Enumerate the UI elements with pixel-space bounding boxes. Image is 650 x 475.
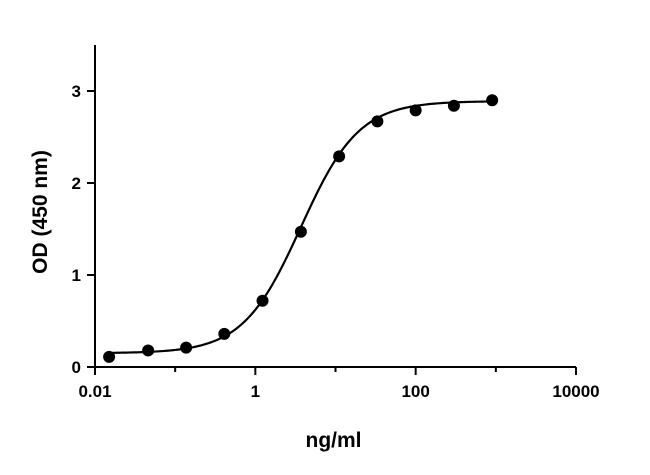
x-tick-label: 0.01 [78,382,111,401]
data-point [256,294,269,307]
x-tick-label: 1 [251,382,260,401]
y-tick-label: 1 [72,266,81,285]
data-point [218,327,231,340]
data-point [103,350,116,363]
data-point [371,115,384,128]
axes [94,45,576,368]
y-tick-label: 2 [72,174,81,193]
x-tick-label: 100 [401,382,429,401]
data-points [103,94,499,363]
data-point [409,104,422,117]
data-point [294,225,307,238]
y-tick-label: 3 [72,82,81,101]
y-ticks: 0 1 2 3 [72,82,95,377]
y-axis-title: OD (450 nm) [29,150,52,274]
data-point [142,344,155,357]
data-point [447,99,460,112]
data-point [486,94,499,107]
y-tick-label: 0 [72,358,81,377]
data-point [333,150,346,163]
x-ticks: 0.01 1 100 10000 [78,367,600,401]
data-point [180,341,193,354]
x-axis-title: ng/ml [306,429,362,452]
x-tick-label: 10000 [552,382,599,401]
